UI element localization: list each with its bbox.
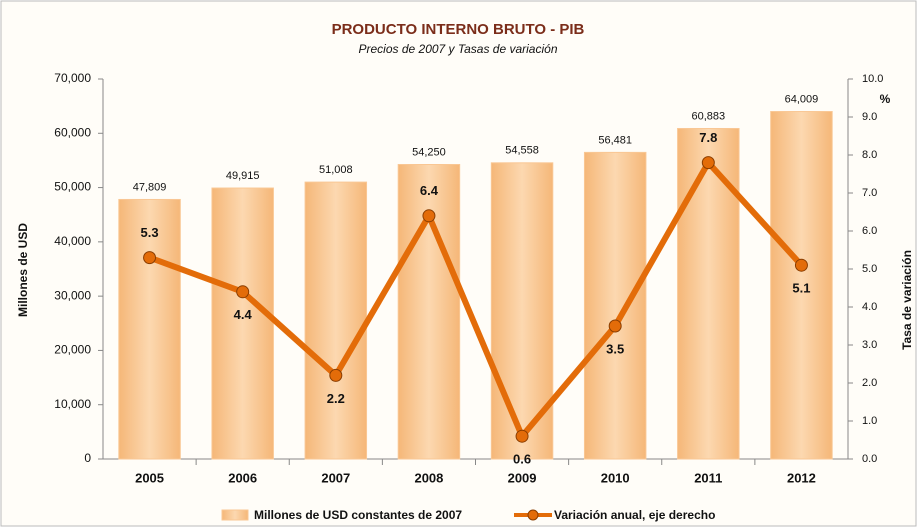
y-tick-label: 60,000 — [54, 125, 91, 139]
legend-marker — [527, 509, 539, 521]
legend-label: Variación anual, eje derecho — [554, 508, 715, 522]
bar — [304, 181, 368, 460]
line-value-label: 4.4 — [234, 307, 253, 322]
bar-value-label: 60,883 — [691, 110, 725, 122]
chart-title: PRODUCTO INTERNO BRUTO - PIB — [332, 21, 585, 38]
x-tick-label: 2012 — [787, 470, 816, 485]
legend-swatch — [221, 509, 249, 521]
x-tick-label: 2005 — [135, 470, 164, 485]
x-tick-label: 2010 — [601, 470, 630, 485]
y2-unit: % — [880, 92, 891, 106]
line-value-label: 6.4 — [420, 183, 439, 198]
y2-tick-label: 7.0 — [862, 187, 877, 199]
bar — [770, 111, 833, 460]
bar-value-label: 64,009 — [785, 93, 819, 105]
line-marker — [422, 209, 436, 223]
bar-value-label: 47,809 — [133, 181, 167, 193]
y2-tick-label: 0.0 — [862, 453, 877, 465]
line-marker — [794, 258, 808, 272]
line-marker — [329, 368, 343, 382]
bar-value-label: 56,481 — [598, 134, 632, 146]
y2-tick-label: 1.0 — [862, 415, 877, 427]
bar — [397, 164, 461, 460]
bar — [583, 151, 647, 460]
line-value-label: 0.6 — [513, 452, 531, 467]
y-axis-label: Millones de USD — [16, 223, 30, 317]
y2-tick-label: 8.0 — [862, 149, 877, 161]
chart-subtitle: Precios de 2007 y Tasas de variación — [358, 42, 557, 56]
x-tick-label: 2011 — [694, 470, 722, 485]
y-tick-label: 20,000 — [54, 343, 91, 357]
line — [148, 159, 804, 440]
line-marker — [608, 319, 622, 333]
x-tick-label: 2009 — [508, 470, 537, 485]
y2-axis-label: Tasa de variación — [900, 250, 914, 350]
bar-value-label: 54,558 — [505, 145, 539, 157]
x-tick-label: 2007 — [321, 470, 350, 485]
y2-tick-label: 9.0 — [862, 111, 877, 123]
line-value-label: 5.3 — [141, 225, 159, 240]
y2-tick-label: 10.0 — [862, 73, 883, 85]
legend-label: Millones de USD constantes de 2007 — [254, 508, 462, 522]
x-tick-label: 2006 — [228, 470, 257, 485]
bar — [118, 198, 181, 460]
line-value-label: 5.1 — [792, 281, 810, 296]
line-value-label: 7.8 — [699, 130, 717, 145]
bar — [211, 187, 274, 460]
y2-tick-label: 2.0 — [862, 377, 877, 389]
y-tick-label: 50,000 — [54, 180, 91, 194]
bar-value-label: 49,915 — [226, 170, 260, 182]
y-tick-label: 0 — [84, 451, 91, 465]
line-marker — [236, 285, 250, 299]
y2-tick-label: 5.0 — [862, 263, 877, 275]
line-value-label: 2.2 — [327, 391, 345, 406]
line-value-label: 3.5 — [606, 341, 624, 356]
bar — [490, 162, 554, 460]
line-marker — [143, 251, 157, 265]
line-marker — [515, 429, 529, 443]
y-tick-label: 10,000 — [54, 397, 91, 411]
y2-tick-label: 3.0 — [862, 339, 877, 351]
bar-value-label: 51,008 — [319, 164, 353, 176]
y-tick-label: 40,000 — [54, 234, 91, 248]
bar-value-label: 54,250 — [412, 146, 446, 158]
y-tick-label: 30,000 — [54, 288, 91, 302]
y2-tick-label: 6.0 — [862, 225, 877, 237]
line-marker — [701, 156, 715, 170]
y2-tick-label: 4.0 — [862, 301, 877, 313]
bar — [677, 127, 740, 460]
x-tick-label: 2008 — [414, 470, 443, 485]
y-tick-label: 70,000 — [54, 71, 91, 85]
